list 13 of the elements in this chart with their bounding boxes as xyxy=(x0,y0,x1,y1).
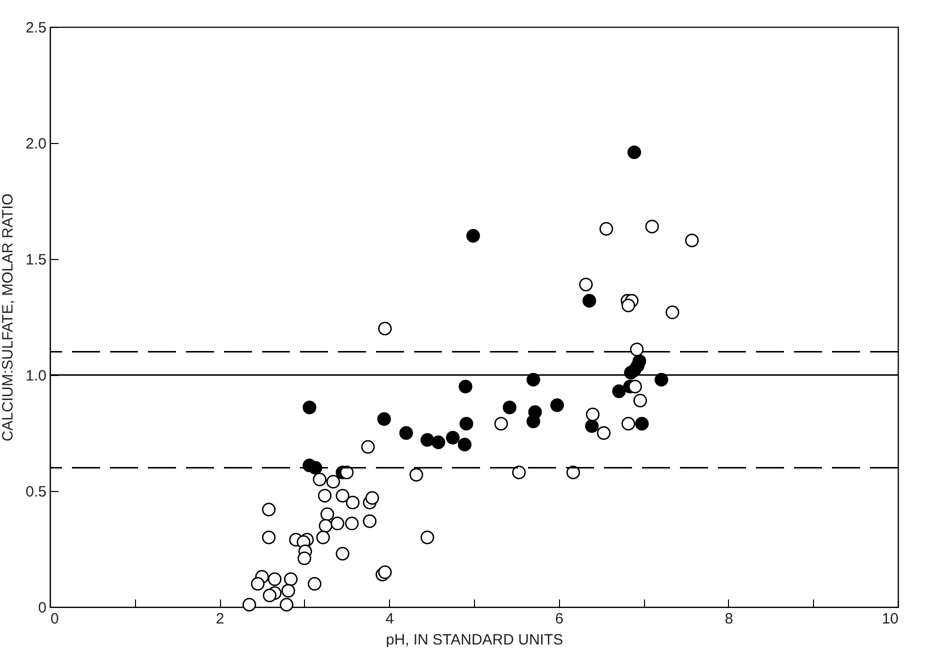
x-tick-label: 4 xyxy=(386,610,394,628)
y-tick-label: 1.0 xyxy=(26,368,46,384)
x-tick-label: 8 xyxy=(724,610,734,628)
y-tick-label: 1.5 xyxy=(26,252,46,268)
y-tick-label: 2.5 xyxy=(26,20,46,36)
y-tick-label: 2.0 xyxy=(26,136,46,152)
x-tick-label: 6 xyxy=(555,610,564,628)
y-tick-label: 0 xyxy=(38,600,46,616)
x-tick-label: 0 xyxy=(50,610,59,628)
x-tick-label: 10 xyxy=(882,610,898,628)
x-tick-label: 2 xyxy=(216,610,224,628)
y-tick-label: 0.5 xyxy=(26,484,46,500)
y-axis-title: CALCIUM:SULFATE, MOLAR RATIO xyxy=(0,194,17,442)
